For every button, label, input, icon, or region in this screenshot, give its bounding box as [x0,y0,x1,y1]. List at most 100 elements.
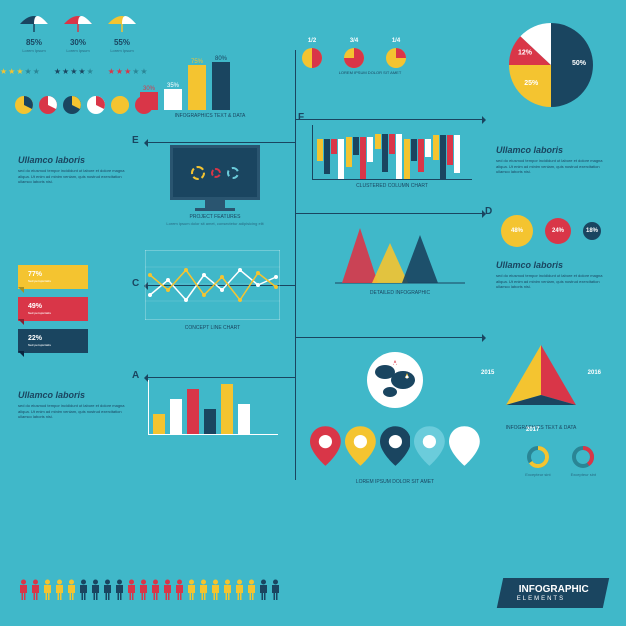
triangle-chart: DETAILED INFOGRAPHIC [330,225,470,296]
pin-icon [380,416,411,476]
paragraph: sed do eiusmod tempor incididunt ut labo… [496,273,606,290]
cluster-bar [396,134,402,179]
cluster-bar [404,139,410,179]
cluster-bar [331,139,337,154]
cluster-bar [317,139,323,161]
cluster-bar [338,139,344,179]
star-icon: ★ [62,67,69,76]
umbrella-sub: Lorem Ipsum [62,48,94,53]
arrow-D [295,213,485,214]
star-icon: ★ [108,67,115,76]
mini-pie [110,95,130,115]
person-icon [162,579,173,601]
cluster-bar [382,134,388,172]
star-icon: ★ [54,67,61,76]
bubble: 24% [545,218,571,244]
person-icon [258,579,269,601]
pyramid-3d: 2015 2016 2017 INFOGRAPHICS TEXT & DATA [486,340,596,431]
cluster-bar [411,139,417,161]
star-icon: ★ [0,67,7,76]
paragraph: sed do eiusmod tempor incididunt ut labo… [18,403,128,420]
monitor-title: PROJECT FEATURES [155,214,275,220]
monitor-graphic: PROJECT FEATURES Lorem ipsum dolor sit a… [155,145,275,226]
star-icon: ★ [87,67,94,76]
cluster-bar [454,135,460,173]
year-label: 2015 [481,370,494,376]
bar-chart-1: 30%35%75%80% INFOGRAPHICS TEXT & DATA [140,50,280,119]
bar [170,399,182,434]
arrow-F-label: F [298,112,304,123]
bar: 75% [188,57,206,110]
mini-pie [38,95,58,115]
badge: 22%Sed perspiciatis [18,329,88,353]
gear-icon [227,167,239,179]
person-icon [186,579,197,601]
umbrella-item: 30%Lorem Ipsum [62,12,94,53]
person-icon [210,579,221,601]
person-icon [102,579,113,601]
cluster-group [375,134,402,179]
mini-pie [62,95,82,115]
pin-icon [345,416,376,476]
arrow-A [145,377,295,378]
svg-text:50%: 50% [572,60,587,67]
gear-icon [211,168,221,178]
svg-text:13%: 13% [533,34,548,41]
text-left-1: Ullamco laboris sed do eiusmod tempor in… [18,155,128,185]
umbrella-pct: 85% [18,38,50,47]
cluster-bar [346,137,352,167]
umbrella-pct: 30% [62,38,94,47]
star-icon: ★ [33,67,40,76]
person-icon [30,579,41,601]
center-divider [295,50,296,480]
bar [153,414,165,434]
text-left-3: Ullamco laboris sed do eiusmod tempor in… [18,390,128,420]
umbrella-sub: Lorem Ipsum [18,48,50,53]
mini-pie [14,95,34,115]
cluster-bar [433,135,439,160]
tri-title: DETAILED INFOGRAPHIC [330,290,470,296]
person-icon [174,579,185,601]
bubble: 18% [583,222,601,240]
globe-map: LOREM IPSUM DOLOR SIT AMET [310,350,480,485]
person-icon [150,579,161,601]
cluster-bar [440,135,446,179]
mini-pie [134,95,154,115]
star-icon: ★ [124,67,131,76]
person-icon [66,579,77,601]
star-icon: ★ [25,67,32,76]
gear-icon [191,166,205,180]
person-icon [90,579,101,601]
banner-title: INFOGRAPHIC [519,584,589,595]
person-icon [138,579,149,601]
cluster-group [317,139,344,179]
donut-row: Excepteur sintExcepteur sint [525,445,596,477]
star-icon: ★ [116,67,123,76]
fraction-pie: 1/4 [384,38,408,72]
bubble: 48% [501,215,533,247]
cluster-group [404,139,431,179]
star-icon: ★ [70,67,77,76]
pin-icon [449,416,480,476]
year-label: 2016 [588,370,601,376]
bar-chart-2 [148,380,278,435]
line-title: CONCEPT LINE CHART [145,325,280,331]
bar [221,384,233,434]
percentage-badges: 77%Sed perspiciatis49%Sed perspiciatis22… [18,265,88,353]
paragraph: sed do eiusmod tempor incididunt ut labo… [18,168,128,185]
person-icon [234,579,245,601]
cluster-bar [360,137,366,179]
heading: Ullamco laboris [496,260,606,270]
line-chart: CONCEPT LINE CHART [145,250,280,331]
cluster-title: CLUSTERED COLUMN CHART [312,183,472,189]
monitor-screen [170,145,260,200]
umbrella-sub: Lorem Ipsum [106,48,138,53]
star-group: ★★★★★ [0,67,40,76]
bar: 80% [212,54,230,110]
cluster-bar [367,137,373,162]
fraction-pies: 1/23/41/4LOREM IPSUM DOLOR SIT AMET [300,38,408,72]
cluster-bar [324,139,330,174]
bar [187,389,199,434]
big-pie-chart: 50%25%12%13% [506,20,596,112]
svg-text:12%: 12% [518,50,533,57]
